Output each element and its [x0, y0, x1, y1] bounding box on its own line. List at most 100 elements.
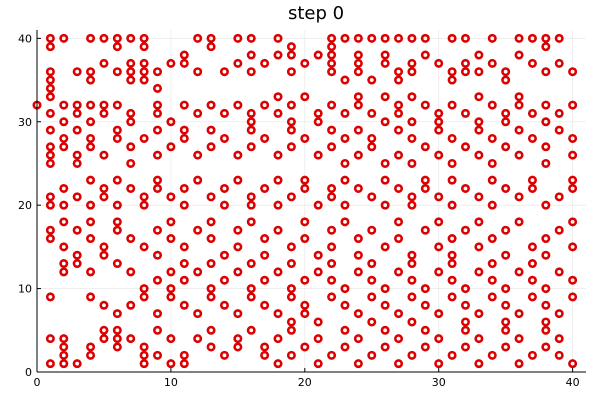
data-point [153, 275, 163, 285]
data-point [340, 108, 350, 118]
data-point [126, 267, 136, 277]
data-point [367, 317, 377, 327]
data-point [179, 183, 189, 193]
data-point [193, 67, 203, 77]
data-point [434, 309, 444, 319]
data-point [286, 259, 296, 269]
data-point [420, 300, 430, 310]
data-point [327, 192, 337, 202]
data-point [514, 33, 524, 43]
data-point [286, 67, 296, 77]
data-point [99, 242, 109, 252]
data-point [407, 317, 417, 327]
data-point [514, 267, 524, 277]
y-tick-label: 0 [25, 366, 32, 379]
data-point [179, 259, 189, 269]
data-point [501, 225, 511, 235]
data-point [420, 100, 430, 110]
data-point [206, 142, 216, 152]
data-point [193, 33, 203, 43]
data-point [139, 133, 149, 143]
data-point [300, 133, 310, 143]
data-point [380, 200, 390, 210]
data-point [139, 42, 149, 52]
data-point [112, 133, 122, 143]
data-point [112, 67, 122, 77]
data-point [487, 350, 497, 360]
data-point [166, 192, 176, 202]
axis-ticks: 0 10 20 30 40 0 10 20 30 40 [18, 32, 580, 389]
data-point [166, 117, 176, 127]
data-point [420, 33, 430, 43]
data-point [460, 108, 470, 118]
data-point [407, 58, 417, 68]
data-point [554, 58, 564, 68]
data-point [447, 234, 457, 244]
data-point [340, 300, 350, 310]
data-point [273, 225, 283, 235]
data-point [45, 150, 55, 160]
data-point [126, 75, 136, 85]
data-point [541, 234, 551, 244]
data-point [514, 50, 524, 60]
data-point [367, 259, 377, 269]
data-point [380, 92, 390, 102]
data-point [474, 192, 484, 202]
data-point [327, 50, 337, 60]
data-point [487, 175, 497, 185]
data-point [541, 33, 551, 43]
data-point [353, 150, 363, 160]
data-point [206, 342, 216, 352]
data-point [447, 33, 457, 43]
data-point [166, 267, 176, 277]
data-point [300, 92, 310, 102]
data-point [246, 117, 256, 127]
data-point [112, 325, 122, 335]
data-point [300, 300, 310, 310]
data-point [206, 284, 216, 294]
data-point [460, 325, 470, 335]
data-point [166, 234, 176, 244]
data-point [286, 50, 296, 60]
data-point [420, 342, 430, 352]
data-point [99, 192, 109, 202]
data-point [86, 200, 96, 210]
data-point [246, 192, 256, 202]
data-point [72, 359, 82, 369]
data-point [568, 275, 578, 285]
data-point [527, 183, 537, 193]
data-point [112, 309, 122, 319]
data-point [487, 292, 497, 302]
data-point [166, 58, 176, 68]
data-point [514, 309, 524, 319]
data-point [72, 100, 82, 110]
data-point [327, 125, 337, 135]
data-point [327, 350, 337, 360]
data-point [380, 158, 390, 168]
data-point [45, 359, 55, 369]
data-point [327, 67, 337, 77]
data-point [206, 325, 216, 335]
data-point [45, 142, 55, 152]
data-point [59, 217, 69, 227]
data-point [99, 33, 109, 43]
data-point [568, 175, 578, 185]
data-point [487, 58, 497, 68]
data-point [340, 325, 350, 335]
data-point [554, 108, 564, 118]
data-point [206, 217, 216, 227]
data-point [59, 133, 69, 143]
data-point [407, 117, 417, 127]
data-point [233, 100, 243, 110]
data-point [179, 133, 189, 143]
data-point [460, 67, 470, 77]
data-point [367, 33, 377, 43]
data-point [300, 183, 310, 193]
data-point [313, 334, 323, 344]
data-point [501, 250, 511, 260]
data-point [327, 259, 337, 269]
data-point [286, 142, 296, 152]
data-point [99, 100, 109, 110]
data-point [153, 125, 163, 135]
data-point [353, 267, 363, 277]
